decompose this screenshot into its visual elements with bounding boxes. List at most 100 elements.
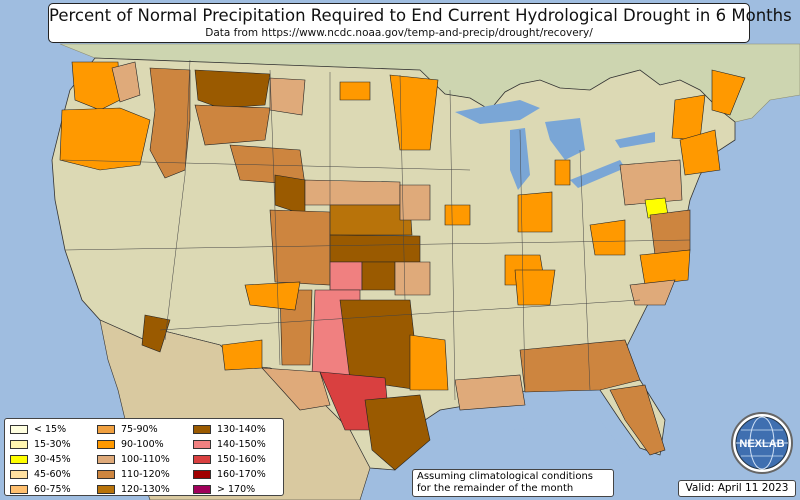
- region-ok: [361, 261, 396, 291]
- legend-item: 100-110%: [97, 452, 170, 467]
- region-nw-pale: [111, 61, 141, 103]
- region-colorado: [269, 209, 331, 286]
- legend-label: 130-140%: [217, 424, 266, 435]
- region-iowa: [399, 184, 431, 221]
- legend-label: 150-160%: [217, 454, 266, 465]
- region-arkansas: [514, 269, 556, 306]
- region-montana-south: [194, 104, 271, 146]
- legend-item: 160-170%: [193, 467, 266, 482]
- legend-swatch: [97, 485, 115, 494]
- region-iowa-orange: [444, 204, 471, 226]
- globe-icon: NEXLAB: [735, 416, 789, 470]
- legend-label: 90-100%: [121, 439, 164, 450]
- region-tx-east: [364, 394, 431, 471]
- legend-label: 30-45%: [34, 454, 71, 465]
- region-louisiana: [409, 334, 449, 391]
- valid-date: Valid: April 11 2023: [678, 480, 796, 497]
- region-oregon: [59, 107, 151, 171]
- legend-item: 15-30%: [10, 437, 71, 452]
- legend-item: 150-160%: [193, 452, 266, 467]
- region-baja: [141, 314, 171, 353]
- region-wv: [589, 219, 626, 256]
- legend-label: < 15%: [34, 424, 67, 435]
- lake-ontario: [615, 132, 655, 148]
- note-line-2: for the remainder of the month: [417, 483, 574, 494]
- legend-label: 100-110%: [121, 454, 170, 465]
- region-pa: [619, 159, 683, 206]
- region-sc: [629, 279, 676, 306]
- lake-huron: [545, 118, 585, 160]
- region-florida: [609, 384, 666, 456]
- title-box: Percent of Normal Precipitation Required…: [48, 3, 792, 43]
- region-ne-coast: [679, 129, 721, 176]
- region-nebraska: [304, 179, 401, 206]
- legend-column-2: 75-90% 90-100% 100-110% 110-120% 120-130…: [97, 422, 170, 497]
- legend-swatch: [10, 470, 28, 479]
- legend-label: 120-130%: [121, 484, 170, 495]
- legend-swatch: [97, 440, 115, 449]
- lake-michigan: [510, 128, 530, 190]
- lake-erie: [570, 160, 625, 188]
- legend-label: > 170%: [217, 484, 256, 495]
- region-az: [221, 339, 263, 371]
- legend-item: 110-120%: [97, 467, 170, 482]
- region-ny: [671, 94, 706, 141]
- region-va: [649, 209, 691, 256]
- legend-label: 140-150%: [217, 439, 266, 450]
- legend-swatch: [97, 425, 115, 434]
- note-line-1: Assuming climatological conditions: [417, 471, 593, 482]
- legend-swatch: [10, 425, 28, 434]
- region-michigan: [554, 159, 571, 186]
- region-kansas: [329, 234, 421, 263]
- legend-item: 140-150%: [193, 437, 266, 452]
- legend-swatch: [193, 470, 211, 479]
- legend-item: 60-75%: [10, 482, 71, 497]
- legend-item: 130-140%: [193, 422, 266, 437]
- region-mn: [389, 74, 439, 151]
- region-ok-east: [394, 261, 431, 296]
- legend-item: 90-100%: [97, 437, 170, 452]
- legend-swatch: [10, 455, 28, 464]
- legend-column-1: < 15% 15-30% 30-45% 45-60% 60-75%: [10, 422, 71, 497]
- legend-swatch: [193, 485, 211, 494]
- legend-swatch: [10, 440, 28, 449]
- legend-label: 45-60%: [34, 469, 71, 480]
- region-indiana: [517, 191, 553, 233]
- legend-swatch: [193, 425, 211, 434]
- region-sw-kansas: [329, 261, 363, 291]
- region-idaho: [149, 67, 191, 179]
- legend-label: 15-30%: [34, 439, 71, 450]
- region-mt-east: [269, 77, 306, 116]
- legend-swatch: [97, 470, 115, 479]
- region-maine: [711, 69, 746, 116]
- region-tx-west: [261, 367, 331, 411]
- data-source: Data from https://www.ncdc.noaa.gov/temp…: [205, 27, 593, 39]
- region-gulf-coast: [454, 374, 526, 411]
- legend: < 15% 15-30% 30-45% 45-60% 60-75% 75-90%…: [4, 418, 284, 496]
- legend-item: 120-130%: [97, 482, 170, 497]
- region-southeast: [519, 339, 641, 393]
- lake-superior: [455, 100, 540, 124]
- state-borders: [61, 59, 691, 401]
- region-montana: [194, 69, 271, 109]
- drought-regions: [59, 61, 746, 471]
- region-dakota: [339, 81, 371, 101]
- map-title: Percent of Normal Precipitation Required…: [49, 6, 792, 25]
- legend-item: > 170%: [193, 482, 266, 497]
- legend-item: 75-90%: [97, 422, 170, 437]
- region-carolina: [639, 249, 691, 286]
- region-washington-coast: [71, 61, 121, 111]
- legend-swatch: [193, 455, 211, 464]
- legend-swatch: [193, 440, 211, 449]
- globe-logo: NEXLAB: [731, 412, 793, 474]
- legend-swatch: [97, 455, 115, 464]
- legend-label: 110-120%: [121, 469, 170, 480]
- legend-label: 60-75%: [34, 484, 71, 495]
- region-nm-orange: [244, 281, 301, 311]
- legend-column-3: 130-140% 140-150% 150-160% 160-170% > 17…: [193, 422, 266, 497]
- assumption-note: Assuming climatological conditions for t…: [412, 469, 614, 497]
- legend-label: 75-90%: [121, 424, 158, 435]
- logo-text: NEXLAB: [739, 438, 784, 450]
- legend-label: 160-170%: [217, 469, 266, 480]
